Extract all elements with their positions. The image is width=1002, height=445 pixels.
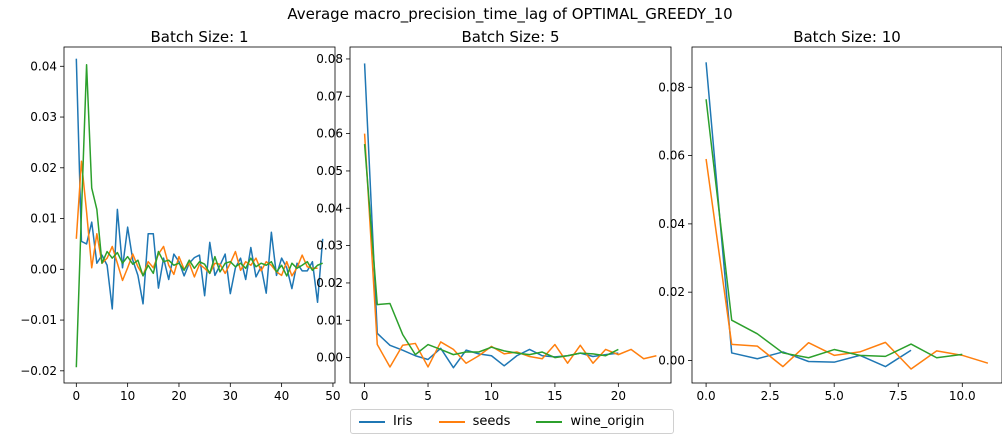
x-tick-label: 5 bbox=[424, 389, 432, 403]
x-tick-label: 0 bbox=[72, 389, 80, 403]
axes-frame bbox=[63, 46, 336, 384]
y-tick-label: 0.04 bbox=[30, 59, 57, 73]
y-tick-label: −0.01 bbox=[20, 313, 57, 327]
y-tick-label: −0.02 bbox=[20, 364, 57, 378]
legend-swatch-seeds bbox=[438, 420, 465, 423]
x-tick-label: 50 bbox=[325, 389, 340, 403]
legend-label-iris: Iris bbox=[393, 414, 413, 429]
legend-label-seeds: seeds bbox=[472, 414, 511, 429]
series-line-seeds-3 bbox=[705, 158, 989, 370]
y-tick-label: 0.01 bbox=[30, 212, 57, 226]
series-line-wine-origin-3 bbox=[705, 99, 963, 359]
series-line-seeds-2 bbox=[363, 133, 657, 368]
x-tick-label: 20 bbox=[611, 389, 626, 403]
subplot-title: Batch Size: 10 bbox=[793, 28, 901, 46]
x-tick-label: 20 bbox=[171, 389, 186, 403]
x-tick-label: 40 bbox=[274, 389, 289, 403]
legend-item-wine-origin: wine_origin bbox=[528, 414, 644, 429]
subplot-1: 0 10 20 30 40 50 −0.02 −0.01 0.00 0.01 0.02 0.03 0.0… bbox=[20, 28, 340, 403]
legend-item-seeds: seeds bbox=[431, 414, 511, 429]
figure-suptitle: Average macro_precision_time_lag of OPTI… bbox=[287, 5, 733, 23]
x-tick-label: 2.5 bbox=[761, 389, 780, 403]
y-tick-label: 0.01 bbox=[316, 313, 343, 327]
series-line-wine-origin-2 bbox=[363, 144, 619, 359]
y-tick-label: 0.08 bbox=[316, 52, 343, 66]
y-tick-label: 0.06 bbox=[658, 149, 685, 163]
legend-label-wine-origin: wine_origin bbox=[570, 414, 645, 429]
axes-frame bbox=[349, 46, 672, 384]
x-tick-label: 15 bbox=[547, 389, 562, 403]
legend: Iris seeds wine_origin bbox=[350, 409, 674, 434]
subplot-title: Batch Size: 5 bbox=[461, 28, 559, 46]
series-line-iris-2 bbox=[363, 63, 619, 369]
legend-item-iris: Iris bbox=[351, 414, 413, 429]
legend-swatch-wine-origin bbox=[536, 420, 563, 423]
subplot-title: Batch Size: 1 bbox=[150, 28, 248, 46]
y-tick-label: 0.07 bbox=[316, 89, 343, 103]
x-tick-label: 10 bbox=[120, 389, 135, 403]
x-tick-label: 0.0 bbox=[697, 389, 716, 403]
x-tick-label: 5.0 bbox=[825, 389, 844, 403]
y-tick-label: 0.05 bbox=[316, 164, 343, 178]
y-tick-label: 0.08 bbox=[658, 80, 685, 94]
subplot-3: 0.0 2.5 5.0 7.5 10.0 0.00 0.02 0.04 0.06 0.08 Batc… bbox=[658, 28, 1002, 403]
y-tick-label: 0.00 bbox=[30, 262, 57, 276]
subplot-2: 0 5 10 15 20 0.00 0.01 0.02 0.03 0.04 0.05 0.06 0.07… bbox=[316, 28, 672, 403]
y-tick-label: 0.06 bbox=[316, 127, 343, 141]
y-tick-label: 0.00 bbox=[658, 353, 685, 367]
x-tick-label: 0 bbox=[361, 389, 369, 403]
x-tick-label: 10.0 bbox=[949, 389, 976, 403]
y-tick-label: 0.02 bbox=[316, 276, 343, 290]
series-line-iris-3 bbox=[705, 62, 912, 368]
x-tick-label: 30 bbox=[223, 389, 238, 403]
series-line-seeds-1 bbox=[75, 160, 318, 282]
series-line-wine-origin-1 bbox=[75, 64, 323, 368]
axes-frame bbox=[691, 46, 1002, 384]
y-tick-label: 0.03 bbox=[316, 239, 343, 253]
y-tick-label: 0.02 bbox=[658, 285, 685, 299]
y-tick-label: 0.03 bbox=[30, 110, 57, 124]
x-tick-label: 7.5 bbox=[889, 389, 908, 403]
y-tick-label: 0.00 bbox=[316, 351, 343, 365]
legend-swatch-iris bbox=[359, 420, 385, 423]
y-tick-label: 0.04 bbox=[658, 217, 685, 231]
series-line-iris-1 bbox=[75, 58, 324, 310]
y-tick-label: 0.02 bbox=[30, 161, 57, 175]
x-tick-label: 10 bbox=[484, 389, 499, 403]
y-tick-label: 0.04 bbox=[316, 201, 343, 215]
